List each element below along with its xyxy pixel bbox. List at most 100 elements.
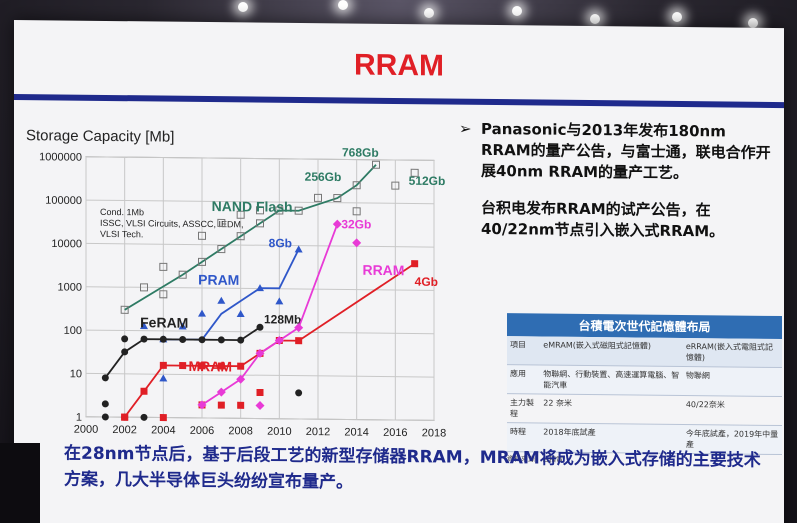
podium-silhouette [0,443,40,523]
data-point [217,401,225,409]
data-point [217,244,226,254]
bullet-arrow-icon: ➢ [459,119,472,138]
x-tick-label: 2010 [267,426,291,438]
data-label: 8Gb [269,236,292,250]
data-point [140,322,148,330]
data-point [256,284,264,292]
y-gridline [86,416,434,421]
data-point [159,361,167,369]
data-point [121,335,129,343]
table-header-row: 項目 eMRAM(嵌入式磁阻式記憶體) eRRAM(嵌入式電阻式記憶體) [507,336,782,368]
table-cell: 主力製程 [507,393,541,424]
table-body: 項目 eMRAM(嵌入式磁阻式記憶體) eRRAM(嵌入式電阻式記憶體) 應用 … [507,336,782,455]
data-point [256,206,264,215]
x-tick-label: 2006 [190,425,214,437]
data-point [236,310,245,318]
data-label: 256Gb [305,170,342,184]
stage-light [672,12,682,22]
data-point [294,206,303,215]
data-point [411,260,419,268]
bottom-summary-text: 在28nm节点后，基于后段工艺的新型存储器RRAM，MRAM将成为嵌入式存储的主… [64,443,761,493]
legend-note: Cond. 1Mb [100,207,144,217]
data-point [237,362,245,370]
panasonic-text: Panasonic与2013年发布180nm RRAM的量产公告，与富士通，联电… [481,119,771,183]
data-point [410,168,419,177]
series-name-label: RRAM [362,262,404,278]
data-point [295,389,303,397]
series-name-label: FeRAM [140,314,188,331]
data-point [295,337,303,345]
data-label: 4Gb [415,275,438,289]
data-point [217,218,226,227]
table-header-cell: 項目 [507,336,541,366]
data-point [275,297,284,305]
data-point [294,323,304,333]
data-point [372,160,380,169]
y-gridline [86,329,434,335]
legend-note: ISSC, VLSI Circuits, ASSCC, IEDM, [100,218,244,230]
x-tick-label: 2000 [74,424,98,436]
stage-light [590,14,600,24]
data-point [237,336,245,344]
data-point [256,388,264,397]
panasonic-bullet: ➢ Panasonic与2013年发布180nm RRAM的量产公告，与富士通，… [459,119,779,185]
legend-note: VLSI Tech. [100,229,143,239]
table-cell: 物聯網 [682,366,782,397]
data-point [217,362,225,370]
data-point [274,336,284,346]
data-point [198,362,206,370]
data-point [255,348,265,358]
table-row: 應用 物聯網、行動裝置、高速運算電腦、智能汽車 物聯網 [507,364,782,397]
data-point [255,401,265,411]
data-point [217,296,226,304]
table-row: 主力製程 22 奈米 40/22奈米 [507,393,782,426]
x-tick-label: 2012 [306,426,330,438]
y-tick-label: 1000000 [39,151,82,163]
data-point [332,219,342,229]
data-point [101,374,109,382]
table-cell: 物聯網、行動裝置、高速運算電腦、智能汽車 [540,365,683,396]
data-point [294,245,303,253]
table-cell: 22 奈米 [540,394,683,425]
right-text-panel: ➢ Panasonic与2013年发布180nm RRAM的量产公告，与富士通，… [459,119,779,243]
x-tick-label: 2004 [151,424,175,436]
table-header-cell: eMRAM(嵌入式磁阻式記憶體) [540,336,683,367]
stage-light [424,8,434,18]
stage-light [512,6,522,16]
table-title: 台積電次世代記憶體布局 [507,313,782,340]
data-point [159,374,168,382]
series-line [104,326,261,379]
data-point [159,262,168,271]
data-point [120,305,129,314]
data-point [197,400,207,410]
data-label: 32Gb [341,217,371,231]
data-label: 128Mb [264,312,301,326]
y-tick-label: 100 [64,325,82,337]
data-point [179,335,187,343]
data-point [159,414,167,422]
y-tick-label: 1 [76,412,82,424]
presentation-slide: RRAM Storage Capacity [Mb] 1 10 100 1000 1000… [14,20,784,523]
data-point [236,232,245,241]
y-gridline [86,242,434,248]
data-point [236,210,245,219]
data-label: 768Gb [342,145,379,159]
data-point [101,413,109,421]
x-tick-label: 2002 [112,424,136,436]
series-name-label: NAND Flash [212,198,293,215]
data-point [352,238,362,248]
stage-light [238,2,248,12]
data-point [352,181,361,190]
series-name-label: PRAM [198,271,239,287]
data-point [159,335,167,343]
slide-title: RRAM [354,48,444,83]
tsmc-text: 台积电发布RRAM的试产公告，在40/22nm节点引入嵌入式RRAM。 [481,198,725,241]
y-gridline [86,199,434,205]
table-header-cell: eRRAM(嵌入式電阻式記憶體) [682,338,782,368]
data-point [178,322,187,330]
y-gridline [86,156,434,161]
series-line [123,262,416,418]
data-point [352,207,361,216]
series-line [124,164,377,311]
